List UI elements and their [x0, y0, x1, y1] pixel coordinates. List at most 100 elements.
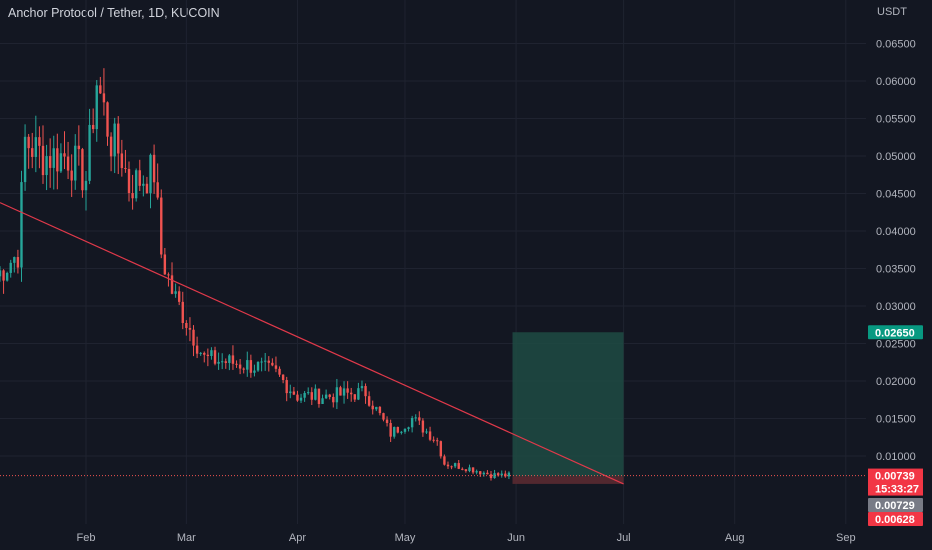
candle-body: [38, 137, 41, 146]
candle-body: [84, 180, 88, 191]
candle-body: [396, 427, 400, 433]
x-tick-label: Aug: [725, 532, 745, 544]
candle-body: [285, 380, 288, 394]
candle-body: [181, 301, 184, 324]
candle-body: [34, 137, 38, 157]
candle-body: [350, 392, 353, 395]
candle-body: [310, 392, 313, 400]
candle-body: [249, 360, 253, 373]
candle-body: [195, 345, 199, 354]
candle-body: [220, 361, 224, 363]
candle-body: [292, 391, 296, 395]
grid-lines: [0, 0, 866, 524]
candle-body: [167, 274, 170, 276]
y-tick-label: 0.05500: [876, 114, 916, 126]
currency-label: USDT: [877, 6, 907, 18]
candle-body: [482, 472, 486, 475]
entry-price-badge: 0.00729: [875, 500, 915, 512]
candle-body: [278, 368, 281, 375]
candle-body: [66, 156, 70, 171]
candle-body: [213, 350, 217, 364]
candle-body: [299, 397, 303, 401]
candle-body: [393, 427, 396, 437]
position-zones: [512, 332, 624, 484]
stop-price-badge-bg: [868, 512, 923, 526]
candle-body: [421, 420, 425, 433]
last-price-badge: 0.00739: [875, 471, 915, 483]
candle-body: [27, 136, 30, 149]
candle-body: [217, 361, 220, 364]
candle-body: [281, 374, 285, 381]
y-tick-label: 0.01500: [876, 414, 916, 426]
candle-body: [246, 360, 249, 370]
candle-body: [13, 257, 16, 263]
candle-body: [378, 406, 382, 414]
candles: [0, 68, 511, 481]
candle-body: [120, 153, 124, 169]
candle-body: [59, 153, 63, 172]
candle-body: [185, 323, 188, 328]
candle-body: [235, 363, 238, 365]
candle-body: [450, 466, 453, 468]
y-tick-label: 0.01000: [876, 451, 916, 463]
price-axis[interactable]: 0.06500 0.06000 0.05500 0.05000 0.04500 0.040…: [876, 6, 916, 463]
candle-body: [403, 428, 407, 432]
candle-body: [242, 368, 245, 370]
x-tick-label: Apr: [289, 532, 306, 544]
candle-body: [360, 386, 364, 389]
candle-body: [56, 148, 59, 172]
candle-body: [367, 396, 371, 406]
candle-body: [428, 431, 432, 440]
y-tick-label: 0.03500: [876, 264, 916, 276]
trendline: [0, 202, 624, 485]
candle-body: [23, 136, 27, 183]
candle-body: [170, 275, 174, 294]
candle-body: [63, 153, 66, 157]
candle-body: [160, 197, 163, 255]
candle-body: [296, 394, 299, 401]
candle-body: [389, 423, 392, 437]
candle-body: [45, 156, 48, 176]
candle-body: [70, 170, 73, 181]
candle-body: [149, 154, 152, 194]
stop-price-badge: 0.00628: [875, 514, 915, 526]
candle-body: [9, 262, 12, 273]
candle-body: [88, 124, 91, 181]
candle-body: [48, 156, 52, 168]
candle-body: [375, 406, 378, 410]
target-zone: [512, 332, 624, 477]
overlay-lines: [0, 202, 866, 485]
candle-body: [407, 427, 410, 429]
x-tick-label: Sep: [836, 532, 856, 544]
candle-body: [486, 472, 489, 475]
candle-body: [436, 440, 439, 442]
candle-body: [464, 469, 468, 472]
candle-body: [224, 361, 227, 363]
candle-body: [446, 464, 450, 467]
candle-body: [210, 350, 213, 357]
candle-body: [177, 291, 181, 302]
y-tick-label: 0.05000: [876, 151, 916, 163]
candle-body: [471, 467, 475, 473]
candle-body: [500, 473, 503, 476]
x-tick-label: May: [395, 532, 416, 544]
last-price-badge-bg: [868, 468, 923, 496]
stop-zone: [512, 476, 624, 484]
candle-body: [203, 352, 206, 355]
y-tick-label: 0.04000: [876, 226, 916, 238]
candle-countdown: 15:33:27: [875, 484, 919, 496]
y-tick-label: 0.02500: [876, 339, 916, 351]
candle-body: [321, 398, 324, 404]
candle-body: [303, 392, 306, 398]
x-tick-label: Feb: [77, 532, 96, 544]
candle-body: [353, 394, 356, 400]
candle-body: [289, 391, 292, 394]
candle-body: [102, 93, 106, 103]
candle-body: [328, 394, 331, 397]
candle-body: [231, 355, 235, 364]
candle-body: [127, 168, 131, 194]
candle-body: [77, 145, 81, 150]
candle-body: [385, 419, 389, 424]
time-axis[interactable]: Feb Mar Apr May Jun Jul Aug Sep: [77, 532, 856, 544]
